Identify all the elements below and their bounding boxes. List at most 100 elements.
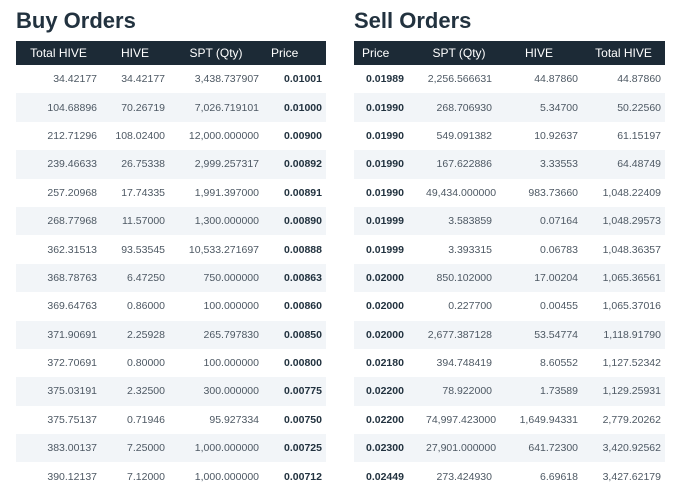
buy-order-row[interactable]: 390.12137 7.12000 1,000.000000 0.00712	[16, 462, 326, 490]
spt-qty-cell: 10,533.271697	[188, 243, 259, 256]
total-hive-cell: 375.03191	[47, 385, 97, 398]
sell-order-row[interactable]: 0.01989 2,256.566631 44.87860 44.87860	[354, 65, 665, 93]
buy-orders-panel: Buy Orders Total HIVE HIVE SPT (Qty) Pri…	[16, 0, 326, 491]
price-cell: 0.00891	[284, 186, 322, 199]
total-hive-cell: 44.87860	[617, 73, 661, 86]
buy-order-row[interactable]: 34.42177 34.42177 3,438.737907 0.01001	[16, 65, 326, 93]
hive-cell: 2.32500	[127, 385, 165, 398]
price-cell: 0.02180	[366, 357, 404, 370]
price-cell: 0.01001	[284, 73, 322, 86]
price-cell: 0.00900	[284, 129, 322, 142]
price-cell: 0.01989	[366, 73, 404, 86]
spt-qty-cell: 78.922000	[442, 385, 492, 398]
hive-cell: 0.06783	[540, 243, 578, 256]
total-hive-cell: 1,048.36357	[602, 243, 661, 256]
sell-order-row[interactable]: 0.01999 3.393315 0.06783 1,048.36357	[354, 235, 665, 263]
price-cell: 0.01990	[366, 186, 404, 199]
total-hive-cell: 1,129.25931	[602, 385, 661, 398]
buy-orders-body: 34.42177 34.42177 3,438.737907 0.01001 104.6…	[16, 65, 326, 491]
price-cell: 0.02200	[366, 413, 404, 426]
header-spt-qty[interactable]: SPT (Qty)	[189, 46, 243, 60]
price-cell: 0.02200	[366, 385, 404, 398]
sell-order-row[interactable]: 0.01990 549.091382 10.92637 61.15197	[354, 122, 665, 150]
spt-qty-cell: 95.927334	[209, 413, 259, 426]
header-total-hive[interactable]: Total HIVE	[595, 46, 652, 60]
spt-qty-cell: 100.000000	[203, 300, 259, 313]
hive-cell: 2.25928	[127, 328, 165, 341]
header-total-hive[interactable]: Total HIVE	[30, 46, 87, 60]
buy-order-row[interactable]: 212.71296 108.02400 12,000.000000 0.00900	[16, 122, 326, 150]
total-hive-cell: 1,127.52342	[602, 357, 661, 370]
spt-qty-cell: 1,000.000000	[194, 442, 259, 455]
sell-order-row[interactable]: 0.02000 850.102000 17.00204 1,065.36561	[354, 263, 665, 293]
price-cell: 0.00863	[284, 271, 322, 284]
total-hive-cell: 1,048.29573	[602, 215, 661, 228]
buy-order-row[interactable]: 257.20968 17.74335 1,991.397000 0.00891	[16, 179, 326, 207]
price-cell: 0.00860	[284, 300, 322, 313]
price-cell: 0.00888	[284, 243, 322, 256]
spt-qty-cell: 3.583859	[448, 215, 492, 228]
total-hive-cell: 268.77968	[47, 215, 97, 228]
hive-cell: 11.57000	[121, 215, 165, 228]
spt-qty-cell: 49,434.000000	[426, 186, 496, 199]
price-cell: 0.02449	[366, 470, 404, 483]
sell-order-row[interactable]: 0.02000 2,677.387128 53.54774 1,118.91790	[354, 320, 665, 349]
spt-qty-cell: 394.748419	[436, 357, 492, 370]
header-price[interactable]: Price	[271, 46, 299, 60]
hive-cell: 5.34700	[540, 101, 578, 114]
hive-cell: 8.60552	[540, 357, 578, 370]
sell-order-row[interactable]: 0.01999 3.583859 0.07164 1,048.29573	[354, 206, 665, 236]
spt-qty-cell: 27,901.000000	[426, 442, 496, 455]
total-hive-cell: 369.64763	[47, 300, 97, 313]
total-hive-cell: 64.48749	[617, 158, 661, 171]
hive-cell: 17.00204	[534, 271, 578, 284]
spt-qty-cell: 265.797830	[203, 328, 259, 341]
hive-cell: 0.07164	[540, 215, 578, 228]
buy-order-row[interactable]: 368.78763 6.47250 750.000000 0.00863	[16, 263, 326, 293]
total-hive-cell: 1,065.36561	[602, 271, 661, 284]
total-hive-cell: 390.12137	[47, 470, 97, 483]
buy-order-row[interactable]: 239.46633 26.75338 2,999.257317 0.00892	[16, 150, 326, 179]
sell-order-row[interactable]: 0.01990 268.706930 5.34700 50.22560	[354, 93, 665, 122]
header-hive[interactable]: HIVE	[120, 46, 149, 60]
buy-order-row[interactable]: 362.31513 93.53545 10,533.271697 0.00888	[16, 235, 326, 263]
hive-cell: 0.71946	[127, 413, 165, 426]
buy-order-row[interactable]: 372.70691 0.80000 100.000000 0.00800	[16, 349, 326, 377]
total-hive-cell: 104.68896	[47, 101, 97, 114]
sell-order-row[interactable]: 0.02449 273.424930 6.69618 3,427.62179	[354, 462, 665, 490]
total-hive-cell: 362.31513	[47, 243, 97, 256]
spt-qty-cell: 2,999.257317	[194, 158, 259, 171]
spt-qty-cell: 549.091382	[436, 129, 492, 142]
total-hive-cell: 371.90691	[47, 328, 97, 341]
hive-cell: 70.26719	[121, 101, 165, 114]
buy-order-row[interactable]: 268.77968 11.57000 1,300.000000 0.00890	[16, 206, 326, 236]
header-price[interactable]: Price	[362, 46, 390, 60]
total-hive-cell: 3,420.92562	[602, 442, 661, 455]
spt-qty-cell: 12,000.000000	[188, 129, 259, 142]
price-cell: 0.01990	[366, 158, 404, 171]
hive-cell: 641.72300	[528, 442, 578, 455]
sell-order-row[interactable]: 0.01990 49,434.000000 983.73660 1,048.22409	[354, 179, 665, 207]
total-hive-cell: 383.00137	[47, 442, 97, 455]
sell-order-row[interactable]: 0.02300 27,901.000000 641.72300 3,420.92562	[354, 434, 665, 463]
buy-order-row[interactable]: 383.00137 7.25000 1,000.000000 0.00725	[16, 434, 326, 463]
sell-order-row[interactable]: 0.02200 78.922000 1.73589 1,129.25931	[354, 377, 665, 406]
header-spt-qty[interactable]: SPT (Qty)	[432, 46, 486, 60]
buy-orders-header-row: Total HIVE HIVE SPT (Qty) Price	[16, 41, 326, 65]
buy-order-row[interactable]: 369.64763 0.86000 100.000000 0.00860	[16, 292, 326, 320]
price-cell: 0.01990	[366, 101, 404, 114]
hive-cell: 34.42177	[121, 73, 165, 86]
sell-order-row[interactable]: 0.02000 0.227700 0.00455 1,065.37016	[354, 292, 665, 320]
buy-order-row[interactable]: 104.68896 70.26719 7,026.719101 0.01000	[16, 93, 326, 122]
buy-order-row[interactable]: 371.90691 2.25928 265.797830 0.00850	[16, 320, 326, 349]
buy-order-row[interactable]: 375.75137 0.71946 95.927334 0.00750	[16, 406, 326, 434]
spt-qty-cell: 1,300.000000	[194, 215, 259, 228]
buy-order-row[interactable]: 375.03191 2.32500 300.000000 0.00775	[16, 377, 326, 406]
header-hive[interactable]: HIVE	[524, 46, 553, 60]
spt-qty-cell: 750.000000	[203, 271, 259, 284]
sell-orders-panel: Sell Orders Price SPT (Qty) HIVE Total H…	[354, 0, 665, 491]
sell-order-row[interactable]: 0.01990 167.622886 3.33553 64.48749	[354, 150, 665, 179]
sell-order-row[interactable]: 0.02180 394.748419 8.60552 1,127.52342	[354, 349, 665, 377]
hive-cell: 3.33553	[540, 158, 578, 171]
sell-order-row[interactable]: 0.02200 74,997.423000 1,649.94331 2,779.202…	[354, 406, 665, 434]
